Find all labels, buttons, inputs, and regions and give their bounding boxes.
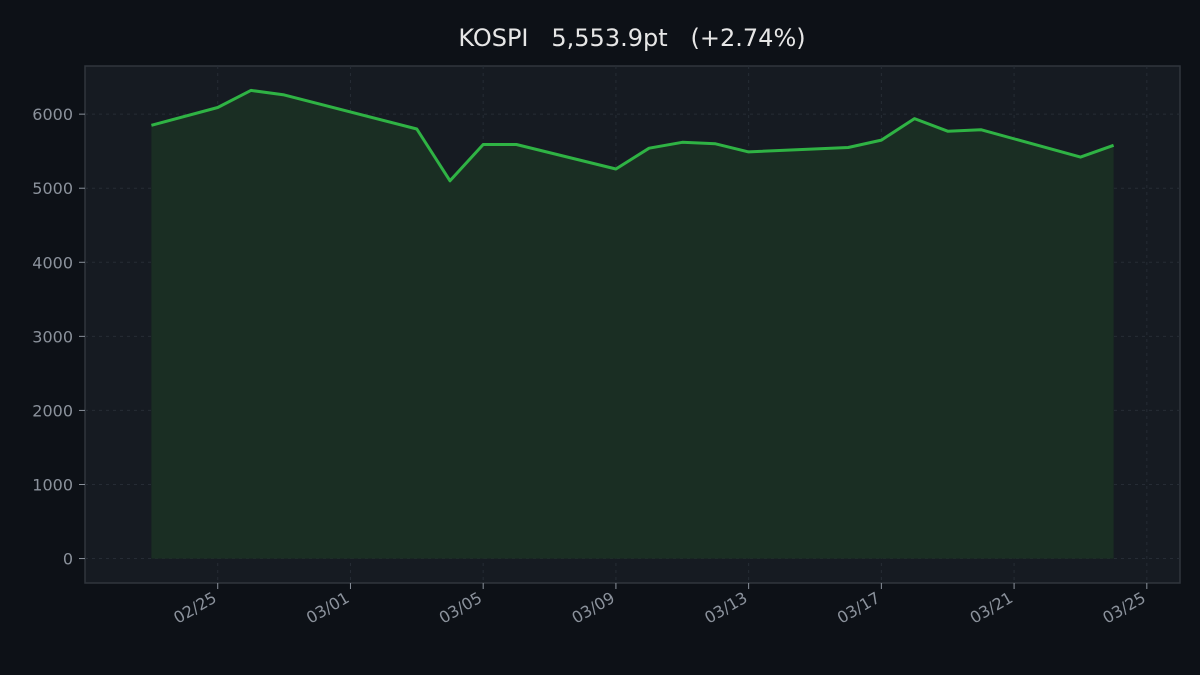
title-change: (+2.74%) [691,24,806,52]
y-tick-label-6: 6000 [32,105,73,124]
x-axis: 02/25 03/01 03/05 03/09 03/13 03/17 03/21 03/25 [170,583,1149,628]
y-tick-label-2: 2000 [32,401,73,420]
series-line-kospi [151,88,1115,183]
x-tick-label-4: 03/13 [701,588,750,628]
y-tick-label-3: 3000 [32,327,73,346]
y-tick-label-4: 4000 [32,253,73,272]
y-tick-label-1: 1000 [32,475,73,494]
area-fill [151,90,1114,559]
title-symbol: KOSPI [458,24,528,52]
y-axis: 0 1000 2000 3000 4000 5000 6000 [32,105,85,569]
title-price: 5,553.9pt [551,24,667,52]
x-tick-label-6: 03/21 [967,588,1016,628]
x-tick-label-2: 03/05 [436,588,485,628]
y-tick-label-5: 5000 [32,179,73,198]
x-tick-label-0: 02/25 [170,588,219,628]
x-tick-label-1: 03/01 [303,588,352,628]
chart-title: KOSPI 5,553.9pt (+2.74%) [458,24,805,52]
y-tick-label-0: 0 [63,550,73,569]
x-tick-label-7: 03/25 [1099,588,1148,628]
x-tick-label-3: 03/09 [568,588,617,628]
x-tick-label-5: 03/17 [834,588,883,628]
